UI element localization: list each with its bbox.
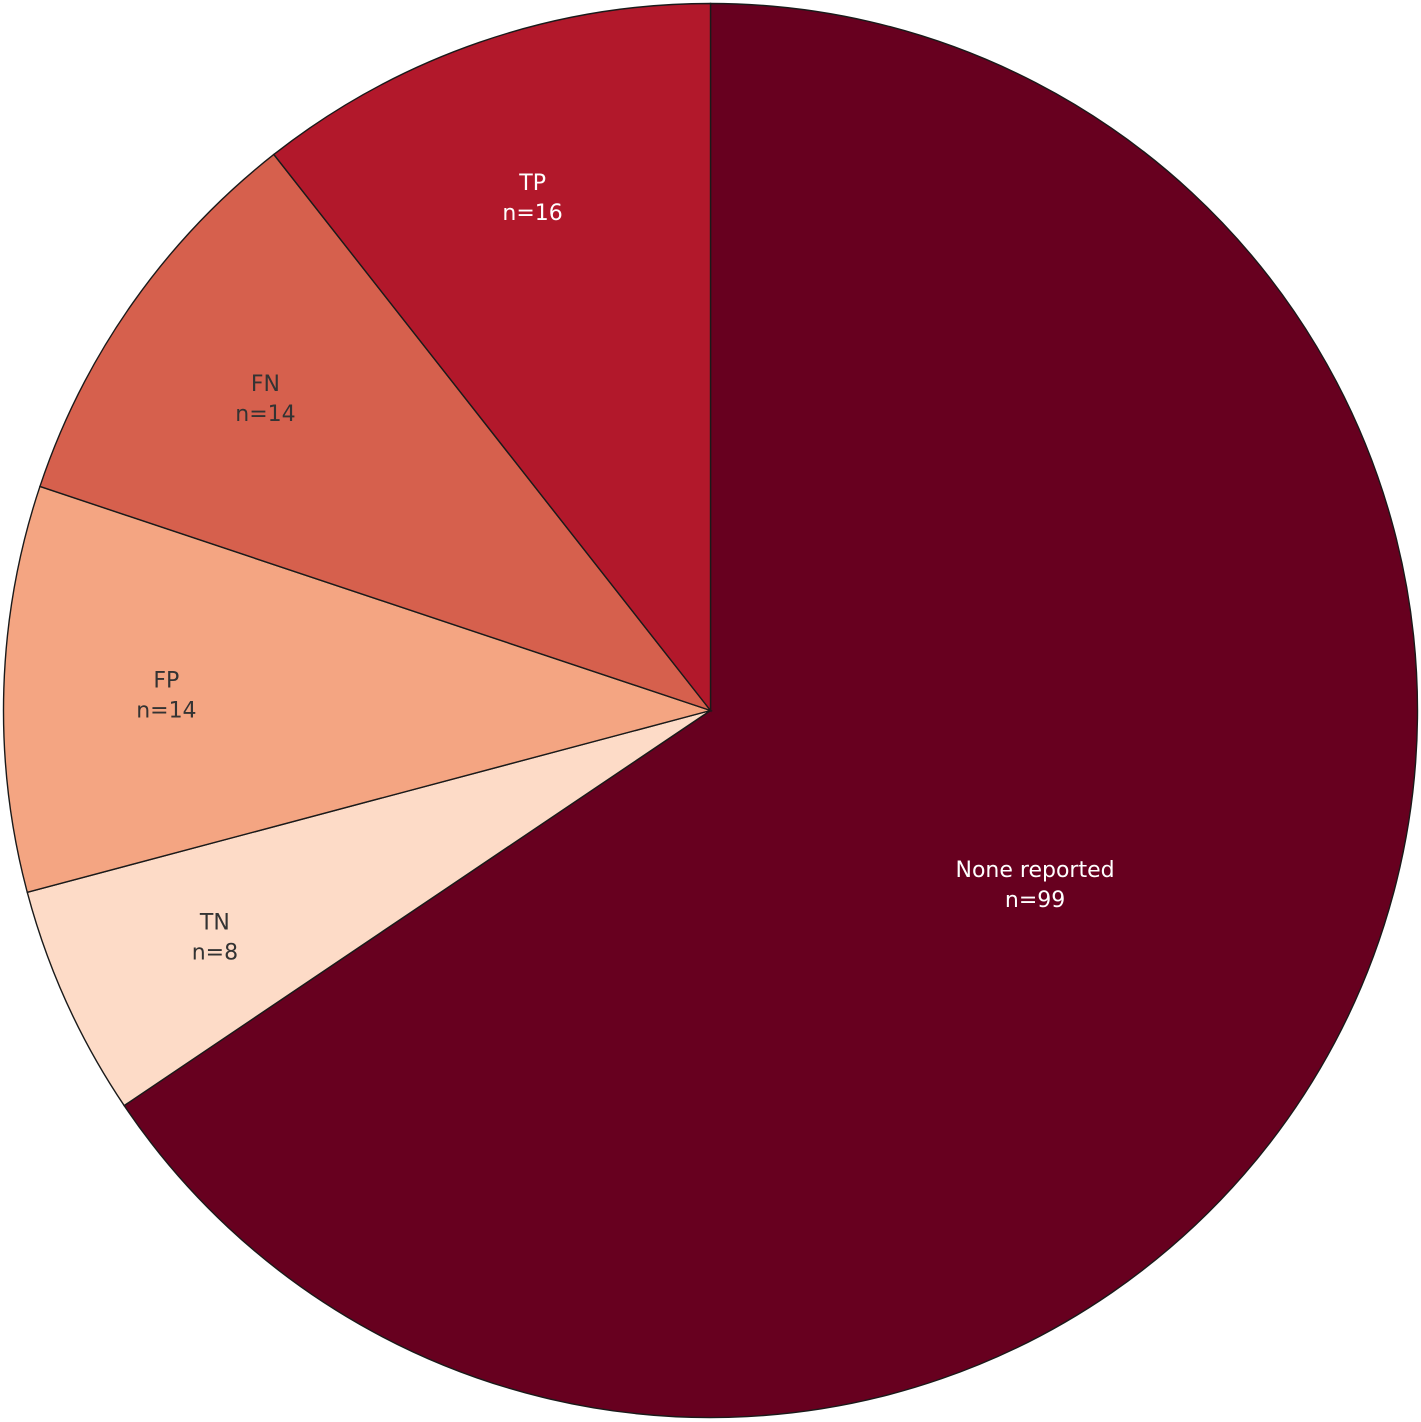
pie-labels: None reported n=99 TN n=8 FP n=14 FN n=14 TP n=16 [136, 171, 1114, 966]
pie-slice-fn [39, 153, 713, 712]
slice-count-none-reported: n=99 [1005, 888, 1065, 913]
slice-count-tp: n=16 [502, 201, 562, 226]
slice-label-fn: FN [251, 372, 280, 397]
slice-count-fn: n=14 [235, 402, 295, 427]
slice-label-none-reported: None reported [956, 858, 1115, 883]
pie-slice-tp [272, 2, 712, 713]
pie-slice-tn [26, 709, 711, 1107]
slice-label-tp: TP [518, 171, 546, 196]
slice-count-tn: n=8 [192, 941, 238, 966]
pie-slice-none-reported [123, 2, 1419, 1419]
slice-count-fp: n=14 [136, 699, 196, 724]
slice-label-fp: FP [153, 669, 179, 694]
pie-slice-fp [2, 485, 713, 894]
slice-label-tn: TN [199, 911, 230, 936]
